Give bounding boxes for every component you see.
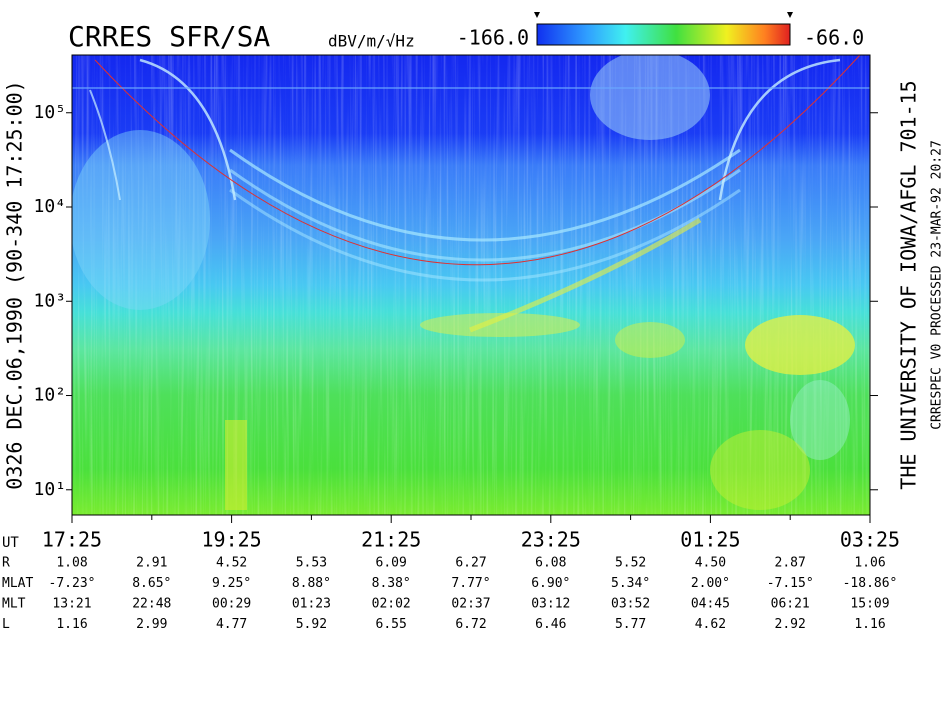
ephemeris-value: 2.92 <box>775 617 806 632</box>
y-tick-label: 10³ <box>33 290 66 311</box>
ephemeris-value: 7.77° <box>451 576 490 591</box>
y-tick-label: 10⁵ <box>33 102 66 123</box>
y-tick-label: 10¹ <box>33 479 66 500</box>
ephemeris-value: 2.00° <box>691 576 730 591</box>
ephemeris-value: 1.08 <box>56 556 87 571</box>
footer-label: CRRESPEC V0 PROCESSED 23-MAR-92 20:27 <box>930 140 945 430</box>
x-axis-label: UT <box>2 535 19 551</box>
x-tick-label: 01:25 <box>680 528 740 552</box>
ephemeris-value: 01:23 <box>292 597 331 612</box>
ephemeris-value: 6.08 <box>535 556 566 571</box>
ephemeris-value: 1.16 <box>854 617 885 632</box>
spectrogram-image <box>72 55 870 515</box>
ephemeris-row-name: MLAT <box>2 576 33 591</box>
ephemeris-value: 8.88° <box>292 576 331 591</box>
ephemeris-row-name: MLT <box>2 597 26 612</box>
ephemeris-row-name: L <box>2 617 10 632</box>
x-tick-label: 23:25 <box>521 528 581 552</box>
chart-title: CRRES SFR/SA <box>68 20 270 53</box>
colorbar <box>536 23 791 46</box>
colorbar-tick <box>534 12 540 18</box>
ephemeris-value: 1.16 <box>56 617 87 632</box>
ephemeris-value: 00:29 <box>212 597 251 612</box>
x-tick-label: 03:25 <box>840 528 900 552</box>
ephemeris-value: 8.38° <box>372 576 411 591</box>
ephemeris-value: 6.09 <box>376 556 407 571</box>
ephemeris-value: 6.55 <box>376 617 407 632</box>
ephemeris-value: 6.46 <box>535 617 566 632</box>
ephemeris-value: 13:21 <box>52 597 91 612</box>
right-label: THE UNIVERSITY OF IOWA/AFGL 701-15 <box>897 80 921 489</box>
ephemeris-value: 2.99 <box>136 617 167 632</box>
colorbar-tick-label: -66.0 <box>804 26 864 50</box>
ephemeris-value: 2.91 <box>136 556 167 571</box>
ephemeris-value: 8.65° <box>132 576 171 591</box>
colorbar-tick-label: -166.0 <box>457 26 529 50</box>
ephemeris-value: 02:37 <box>451 597 490 612</box>
ephemeris-value: 5.77 <box>615 617 646 632</box>
x-tick-label: 21:25 <box>361 528 421 552</box>
ephemeris-value: 03:52 <box>611 597 650 612</box>
y-tick-label: 10² <box>33 385 66 406</box>
ephemeris-value: 6.90° <box>531 576 570 591</box>
colorbar-tick <box>787 12 793 18</box>
ephemeris-value: 4.77 <box>216 617 247 632</box>
ephemeris-value: 5.53 <box>296 556 327 571</box>
ephemeris-value: 9.25° <box>212 576 251 591</box>
ephemeris-value: 02:02 <box>372 597 411 612</box>
x-tick-label: 19:25 <box>201 528 261 552</box>
colorbar-label: dBV/m/√Hz <box>328 32 415 51</box>
ephemeris-value: 4.52 <box>216 556 247 571</box>
ephemeris-value: 5.92 <box>296 617 327 632</box>
x-tick-label: 17:25 <box>42 528 102 552</box>
ephemeris-value: 04:45 <box>691 597 730 612</box>
ephemeris-value: 5.52 <box>615 556 646 571</box>
ephemeris-value: 06:21 <box>771 597 810 612</box>
ephemeris-value: 4.50 <box>695 556 726 571</box>
ephemeris-value: 15:09 <box>850 597 889 612</box>
ephemeris-value: 22:48 <box>132 597 171 612</box>
ephemeris-value: -7.15° <box>767 576 814 591</box>
ephemeris-value: 5.34° <box>611 576 650 591</box>
ephemeris-value: 6.27 <box>455 556 486 571</box>
ephemeris-value: -7.23° <box>49 576 96 591</box>
ephemeris-value: 1.06 <box>854 556 885 571</box>
ephemeris-row-name: R <box>2 556 10 571</box>
y-tick-label: 10⁴ <box>33 196 66 217</box>
ephemeris-value: 4.62 <box>695 617 726 632</box>
ephemeris-value: 2.87 <box>775 556 806 571</box>
left-label: 0326 DEC.06,1990 (90-340 17:25:00) <box>3 80 27 489</box>
ephemeris-value: 6.72 <box>455 617 486 632</box>
ephemeris-value: -18.86° <box>843 576 898 591</box>
ephemeris-value: 03:12 <box>531 597 570 612</box>
